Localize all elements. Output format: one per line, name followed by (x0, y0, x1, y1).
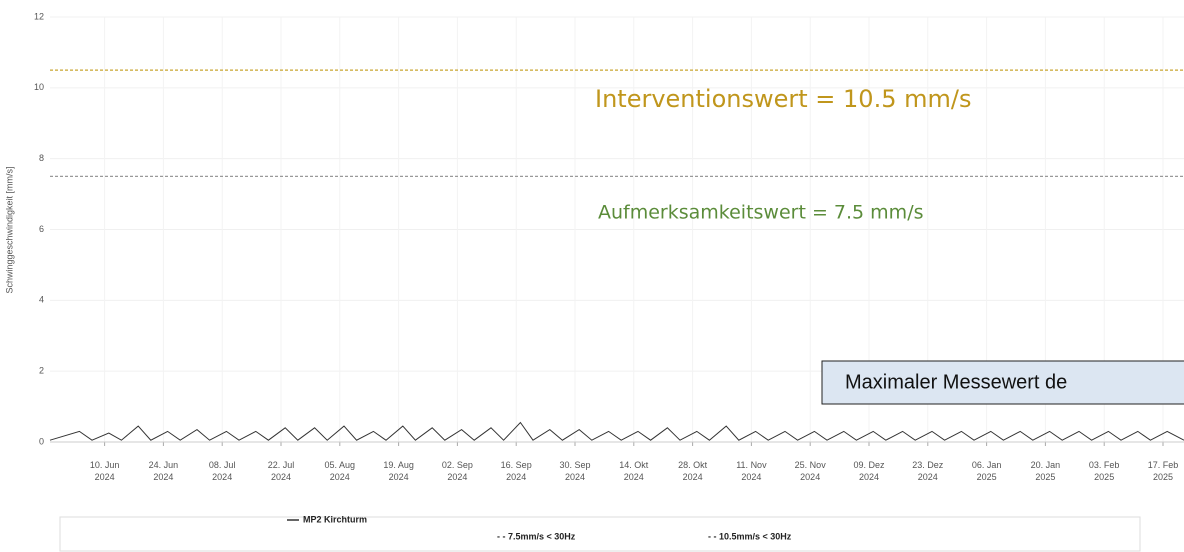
x-tick-label-line: 2025 (1035, 472, 1055, 482)
x-tick-label: 08. Jul 2024 (209, 460, 236, 482)
annotation-box (821, 360, 1184, 405)
x-tick-label: 23. Dez 2024 (912, 460, 944, 482)
x-tick-label: 22. Jul 2024 (268, 460, 295, 482)
x-tick-label-line: 25. Nov (795, 460, 827, 470)
annotation: Aufmerksamkeitswert = 7.5 mm/s (598, 202, 924, 224)
x-tick-label-line: 2024 (212, 472, 232, 482)
x-tick-label-line: 14. Okt (619, 460, 649, 470)
annotation: Interventionswert = 10.5 mm/s (595, 85, 971, 113)
x-tick-label-line: 2024 (624, 472, 644, 482)
x-tick-label-line: 2024 (506, 472, 526, 482)
x-tick-label-line: 30. Sep (559, 460, 590, 470)
x-tick-label: 09. Dez 2024 (853, 460, 885, 482)
x-tick-label-line: 22. Jul (268, 460, 295, 470)
x-tick-label-line: 2024 (683, 472, 703, 482)
x-tick-label-line: 16. Sep (501, 460, 532, 470)
x-tick-label-line: 2024 (271, 472, 291, 482)
x-tick-label-line: 2024 (153, 472, 173, 482)
x-tick-label: 20. Jan 2025 (1031, 460, 1061, 482)
x-tick-label-line: 2024 (800, 472, 820, 482)
y-tick-label: 6 (39, 224, 44, 234)
x-tick-label-line: 2024 (918, 472, 938, 482)
x-tick-label: 24. Jun 2024 (149, 460, 179, 482)
x-tick-label-line: 2024 (447, 472, 467, 482)
y-tick-label: 10 (34, 82, 44, 92)
x-tick-label-line: 2025 (1153, 472, 1173, 482)
x-tick-label: 16. Sep 2024 (501, 460, 532, 482)
x-tick-label-line: 28. Okt (678, 460, 708, 470)
x-tick-label-line: 2024 (330, 472, 350, 482)
legend-label: MP2 Kirchturm (303, 514, 367, 524)
y-tick-label: 8 (39, 153, 44, 163)
x-tick-label: 06. Jan 2025 (972, 460, 1002, 482)
x-tick-label-line: 2024 (859, 472, 879, 482)
x-tick-label-line: 23. Dez (912, 460, 944, 470)
y-tick-label: 4 (39, 295, 44, 305)
legend-box (59, 516, 1141, 552)
x-tick-label-line: 20. Jan (1031, 460, 1061, 470)
x-tick-label-line: 2025 (977, 472, 997, 482)
x-tick-label-line: 2024 (389, 472, 409, 482)
x-tick-label-line: 2024 (95, 472, 115, 482)
x-tick-label-line: 2024 (565, 472, 585, 482)
annotation: Maximaler Messewert de (845, 371, 1067, 393)
x-tick-label-line: 2024 (741, 472, 761, 482)
x-tick-label: 11. Nov 2024 (736, 460, 767, 482)
x-tick-label: 17. Feb 2025 (1148, 460, 1179, 482)
legend-label: - - 10.5mm/s < 30Hz (708, 531, 792, 541)
series-line (49, 421, 1184, 441)
x-tick-label: 10. Jun 2024 (90, 460, 120, 482)
x-tick-label-line: 11. Nov (736, 460, 767, 470)
x-tick-label-line: 19. Aug (383, 460, 414, 470)
y-tick-label: 0 (39, 436, 44, 446)
x-tick-label-line: 2025 (1094, 472, 1114, 482)
x-tick-label: 19. Aug 2024 (383, 460, 414, 482)
y-tick-label: 12 (34, 11, 44, 21)
x-tick-label-line: 06. Jan (972, 460, 1002, 470)
x-tick-label: 28. Okt 2024 (678, 460, 708, 482)
y-axis-label: Schwinggeschwindigkeit [mm/s] (4, 166, 14, 293)
x-tick-label-line: 02. Sep (442, 460, 473, 470)
x-tick-label-line: 24. Jun (149, 460, 179, 470)
x-tick-label-line: 17. Feb (1148, 460, 1179, 470)
x-tick-label: 30. Sep 2024 (559, 460, 590, 482)
legend-label: - - 7.5mm/s < 30Hz (497, 531, 576, 541)
x-tick-label-line: 03. Feb (1089, 460, 1120, 470)
x-tick-label-line: 08. Jul (209, 460, 236, 470)
x-tick-label: 03. Feb 2025 (1089, 460, 1120, 482)
y-tick-label: 2 (39, 366, 44, 376)
x-tick-label-line: 09. Dez (853, 460, 885, 470)
x-tick-label: 14. Okt 2024 (619, 460, 649, 482)
x-tick-label-line: 05. Aug (325, 460, 356, 470)
x-tick-label: 25. Nov 2024 (795, 460, 827, 482)
x-tick-label: 02. Sep 2024 (442, 460, 473, 482)
x-tick-label-line: 10. Jun (90, 460, 120, 470)
x-tick-label: 05. Aug 2024 (325, 460, 356, 482)
